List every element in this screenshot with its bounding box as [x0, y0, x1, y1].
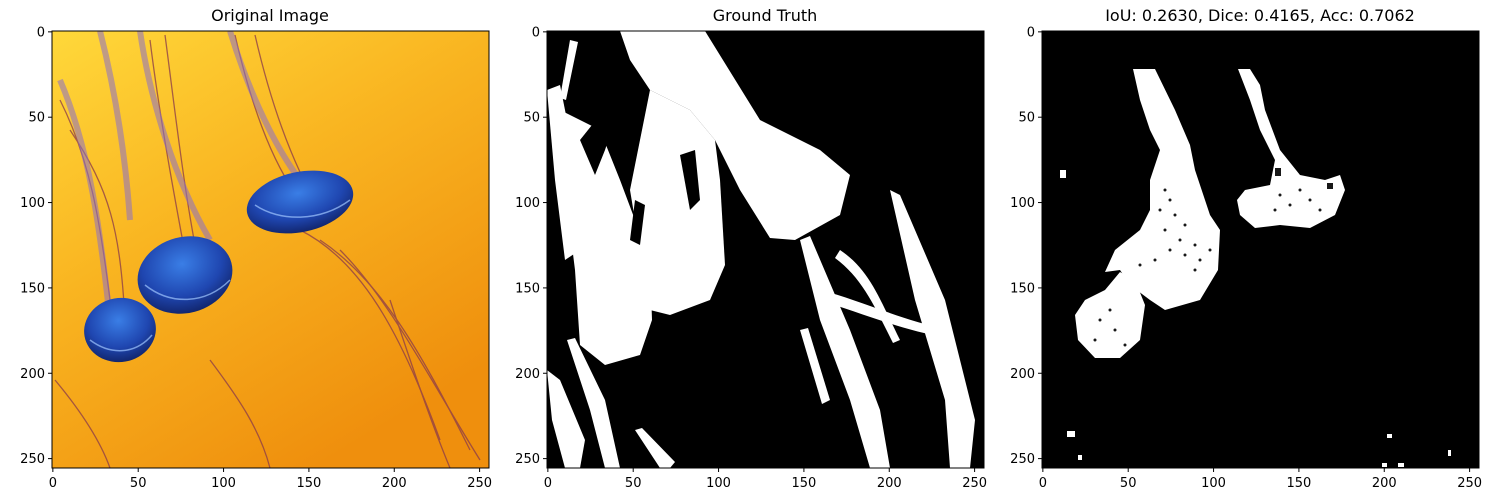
x-tick-label: 150: [1286, 476, 1311, 491]
x-tick-label: 50: [130, 476, 147, 491]
x-tick-label: 0: [544, 476, 552, 491]
x-tick-label: 0: [1039, 476, 1047, 491]
panel-original: Original Image: [20, 6, 492, 491]
x-axis: 0 50 100 150 200 250: [1039, 468, 1482, 491]
x-tick-label: 100: [706, 476, 731, 491]
y-tick-label: 150: [1010, 281, 1035, 296]
panel-title: IoU: 0.2630, Dice: 0.4165, Acc: 0.7062: [1105, 6, 1415, 25]
panel-title: Original Image: [211, 6, 329, 25]
y-tick-label: 0: [37, 25, 45, 40]
x-tick-label: 150: [791, 476, 816, 491]
y-tick-label: 0: [532, 25, 540, 40]
y-tick-label: 50: [28, 111, 45, 126]
y-tick-label: 150: [515, 281, 540, 296]
y-tick-label: 100: [515, 196, 540, 211]
y-tick-label: 50: [1018, 111, 1035, 126]
y-tick-label: 0: [1027, 25, 1035, 40]
y-tick-label: 150: [20, 281, 45, 296]
x-tick-label: 250: [1457, 476, 1482, 491]
panel-ground-truth: Ground Truth: [515, 6, 987, 491]
x-tick-label: 150: [296, 476, 321, 491]
x-tick-label: 50: [1120, 476, 1137, 491]
panel-prediction: IoU: 0.2630, Dice: 0.4165, Acc: 0.7062: [1010, 6, 1482, 491]
x-tick-label: 250: [962, 476, 987, 491]
y-axis: 0 50 100 150 200 250: [515, 25, 547, 467]
y-tick-label: 100: [20, 196, 45, 211]
x-axis: 0 50 100 150 200 250: [49, 468, 492, 491]
x-tick-label: 0: [49, 476, 57, 491]
y-tick-label: 250: [515, 452, 540, 467]
y-tick-label: 200: [1010, 367, 1035, 382]
y-axis: 0 50 100 150 200 250: [1010, 25, 1042, 467]
y-tick-label: 200: [515, 367, 540, 382]
y-tick-label: 200: [20, 367, 45, 382]
y-tick-label: 50: [523, 111, 540, 126]
ground-truth-mask: [547, 31, 984, 468]
x-tick-label: 50: [625, 476, 642, 491]
x-tick-label: 250: [467, 476, 492, 491]
x-tick-label: 100: [1201, 476, 1226, 491]
x-tick-label: 200: [382, 476, 407, 491]
y-axis: 0 50 100 150 200 250: [20, 25, 52, 467]
y-tick-label: 250: [1010, 452, 1035, 467]
prediction-mask: [1042, 31, 1479, 468]
x-tick-label: 100: [211, 476, 236, 491]
x-tick-label: 200: [1372, 476, 1397, 491]
y-tick-label: 100: [1010, 196, 1035, 211]
original-photo: [52, 31, 489, 468]
panel-title: Ground Truth: [713, 6, 818, 25]
y-tick-label: 250: [20, 452, 45, 467]
x-axis: 0 50 100 150 200 250: [544, 468, 987, 491]
x-tick-label: 200: [877, 476, 902, 491]
